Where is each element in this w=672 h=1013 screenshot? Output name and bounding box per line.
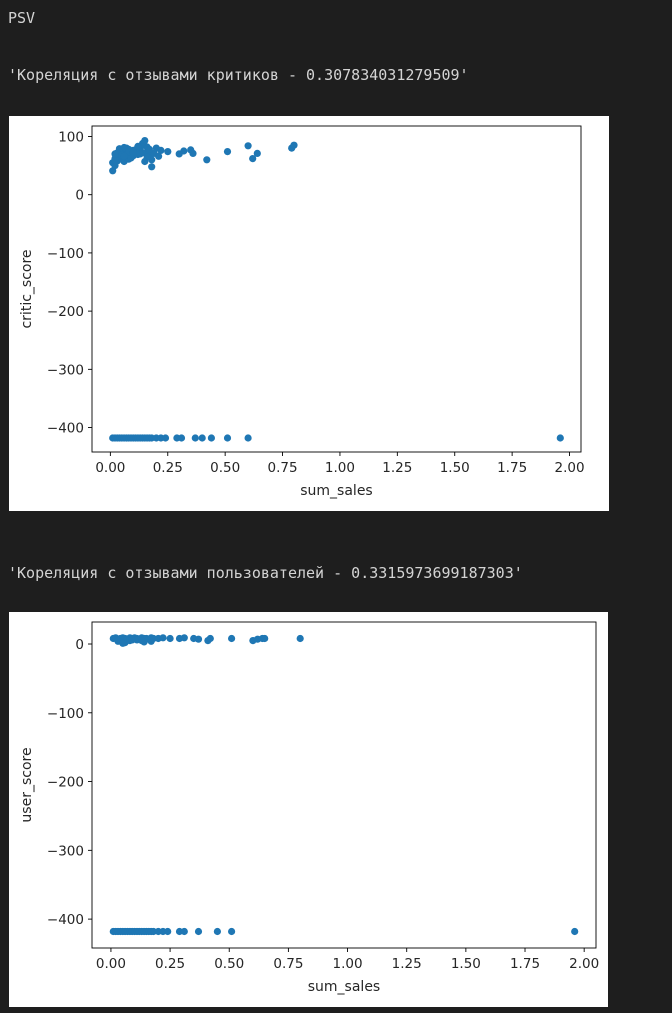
x-tick-label: 1.75 xyxy=(497,460,527,476)
critic-score-scatter-chart: 0.00 0.25 0.50 0.75 1.00 1.25 1.50 1.75 2.00 100 0… xyxy=(19,125,585,499)
data-point xyxy=(180,147,188,155)
y-tick-label: 0 xyxy=(75,188,84,204)
y-tick-label: −200 xyxy=(47,775,84,791)
data-point xyxy=(244,434,252,442)
data-point xyxy=(147,637,155,645)
y-tick-label: 100 xyxy=(58,129,84,145)
y-tick-label: −100 xyxy=(47,706,84,722)
data-point xyxy=(223,148,232,156)
data-point xyxy=(111,150,119,158)
x-tick-label: 0.25 xyxy=(153,460,183,476)
x-tick-label: 2.00 xyxy=(569,956,599,972)
data-point xyxy=(290,141,298,149)
data-point xyxy=(296,634,304,643)
data-point xyxy=(223,434,232,442)
data-point xyxy=(180,927,188,936)
critic-score-scatter-figure: 0.00 0.25 0.50 0.75 1.00 1.25 1.50 1.75 2.00 100 0… xyxy=(9,116,609,511)
critic-correlation-text: 'Кореляция с отзывами критиков - 0.30783… xyxy=(8,66,469,84)
data-point xyxy=(161,434,170,442)
x-tick-label: 1.50 xyxy=(440,460,470,476)
data-point xyxy=(198,434,206,442)
data-point xyxy=(164,148,172,156)
data-point xyxy=(191,434,199,442)
data-point xyxy=(177,434,186,442)
data-point xyxy=(155,152,163,160)
y-axis-label: critic_score xyxy=(19,249,35,328)
data-point xyxy=(213,927,221,936)
data-point xyxy=(157,146,165,154)
data-point xyxy=(194,927,203,936)
data-point xyxy=(194,635,203,643)
x-axis-label: sum_sales xyxy=(300,483,372,499)
x-tick-label: 0.00 xyxy=(95,460,125,476)
data-point xyxy=(119,639,127,647)
data-point xyxy=(571,927,579,936)
x-tick-label: 0.75 xyxy=(273,956,303,972)
y-tick-label: −400 xyxy=(47,421,84,437)
x-tick-label: 0.50 xyxy=(210,460,240,476)
data-point xyxy=(166,634,174,643)
data-point xyxy=(148,163,156,171)
data-point xyxy=(141,157,149,166)
x-tick-label: 1.50 xyxy=(451,956,481,972)
data-point xyxy=(120,143,128,152)
plot-frame xyxy=(91,621,597,949)
x-tick-label: 0.25 xyxy=(155,956,185,972)
data-point xyxy=(228,927,236,936)
y-tick-label: −300 xyxy=(47,843,84,859)
data-point xyxy=(159,634,167,642)
data-point xyxy=(556,434,564,442)
data-point xyxy=(120,152,128,160)
data-point xyxy=(207,434,215,442)
y-tick-label: −100 xyxy=(47,246,84,262)
data-point xyxy=(203,156,211,164)
data-point xyxy=(249,155,257,163)
x-tick-label: 0.00 xyxy=(96,956,126,972)
data-point xyxy=(244,142,252,150)
data-point xyxy=(261,634,269,643)
data-point xyxy=(111,156,119,164)
x-tick-label: 2.00 xyxy=(554,460,584,476)
data-point xyxy=(134,142,142,150)
data-point xyxy=(128,636,136,644)
x-axis-label: sum_sales xyxy=(308,979,380,995)
data-point xyxy=(189,149,197,157)
x-tick-label: 0.75 xyxy=(268,460,298,476)
data-point xyxy=(129,148,137,156)
data-point xyxy=(228,634,236,643)
x-tick-label: 1.25 xyxy=(382,460,412,476)
y-axis-label: user_score xyxy=(19,747,35,822)
data-point xyxy=(206,634,214,643)
x-tick-label: 1.00 xyxy=(333,956,363,972)
data-point xyxy=(127,154,135,162)
data-point xyxy=(136,150,144,158)
x-tick-label: 1.00 xyxy=(325,460,355,476)
x-tick-label: 0.50 xyxy=(214,956,244,972)
plot-frame xyxy=(91,125,582,453)
x-tick-label: 1.75 xyxy=(510,956,540,972)
user-score-scatter-figure: 0.00 0.25 0.50 0.75 1.00 1.25 1.50 1.75 2.00 0 −10… xyxy=(9,612,608,1007)
data-point xyxy=(138,637,146,645)
y-tick-label: −300 xyxy=(47,362,84,378)
y-tick-label: −200 xyxy=(47,304,84,320)
y-tick-label: 0 xyxy=(75,637,84,653)
user-correlation-text: 'Кореляция с отзывами пользователей - 0.… xyxy=(8,564,523,582)
data-point xyxy=(253,149,261,157)
data-point xyxy=(141,137,149,145)
data-point xyxy=(145,145,153,153)
y-tick-label: −400 xyxy=(47,912,84,928)
data-point xyxy=(180,634,188,642)
data-point xyxy=(164,927,172,936)
user-score-scatter-chart: 0.00 0.25 0.50 0.75 1.00 1.25 1.50 1.75 2.00 0 −10… xyxy=(19,621,599,995)
cell-output-title: PSV xyxy=(8,9,36,27)
x-tick-label: 1.25 xyxy=(392,956,422,972)
